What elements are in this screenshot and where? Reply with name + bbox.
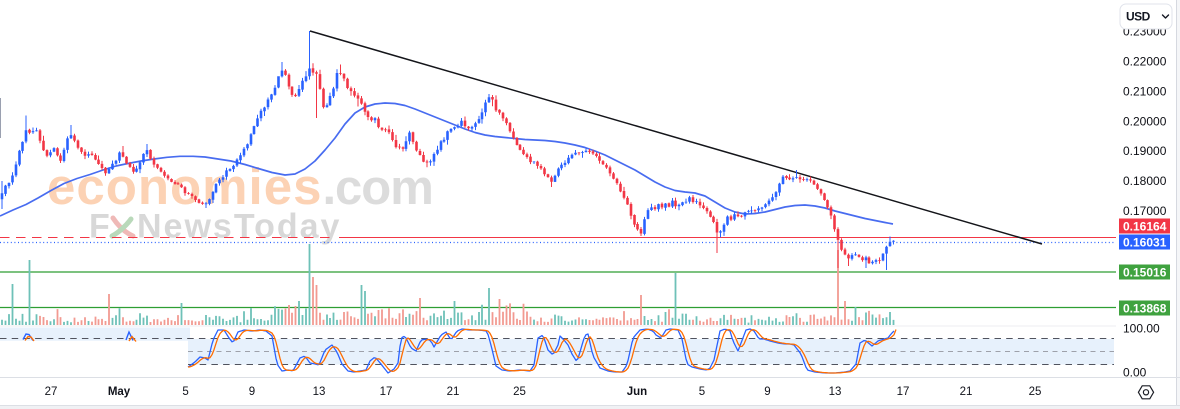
svg-text:13: 13 <box>313 386 326 398</box>
svg-text:25: 25 <box>1029 386 1042 398</box>
svg-text:0.21000: 0.21000 <box>1123 84 1167 98</box>
svg-text:21: 21 <box>447 386 460 398</box>
svg-text:0.22000: 0.22000 <box>1123 55 1167 69</box>
svg-text:USD: USD <box>1126 10 1151 24</box>
svg-text:0.20000: 0.20000 <box>1123 114 1167 128</box>
svg-text:21: 21 <box>960 386 973 398</box>
svg-text:13: 13 <box>829 386 842 398</box>
svg-text:Jun: Jun <box>627 386 647 398</box>
svg-text:0.19000: 0.19000 <box>1123 144 1167 158</box>
svg-text:0.16164: 0.16164 <box>1123 219 1167 233</box>
svg-text:0.13868: 0.13868 <box>1123 301 1167 315</box>
svg-text:F: F <box>89 208 110 246</box>
svg-text:May: May <box>108 386 131 398</box>
svg-text:economies.com: economies.com <box>47 158 433 215</box>
svg-text:0.15016: 0.15016 <box>1123 265 1167 279</box>
svg-text:0.16031: 0.16031 <box>1123 235 1167 249</box>
svg-text:0.00: 0.00 <box>1123 366 1147 380</box>
svg-text:100.00: 100.00 <box>1123 322 1160 336</box>
svg-text:0.18000: 0.18000 <box>1123 174 1167 188</box>
svg-text:25: 25 <box>513 386 526 398</box>
svg-text:0.17000: 0.17000 <box>1123 204 1167 218</box>
svg-text:27: 27 <box>45 386 58 398</box>
svg-text:9: 9 <box>764 386 770 398</box>
svg-text:17: 17 <box>380 386 393 398</box>
svg-text:17: 17 <box>897 386 910 398</box>
svg-text:NewsToday: NewsToday <box>137 208 341 246</box>
svg-text:9: 9 <box>249 386 255 398</box>
svg-text:5: 5 <box>182 386 188 398</box>
svg-text:5: 5 <box>699 386 705 398</box>
